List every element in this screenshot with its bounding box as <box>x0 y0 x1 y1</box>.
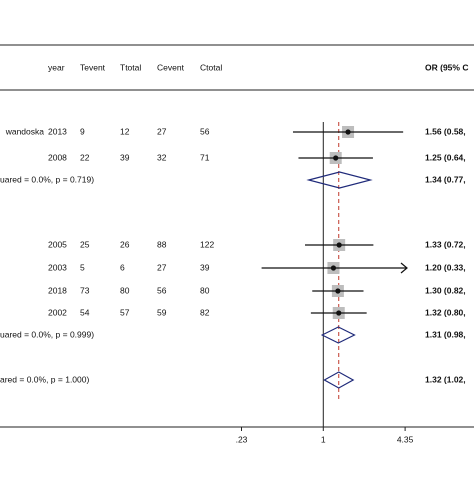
heterogeneity-label: uared = 0.0%, p = 0.719) <box>0 174 94 184</box>
column-header: OR (95% C <box>425 62 468 72</box>
table-cell: 12 <box>120 126 130 136</box>
point-estimate <box>330 265 337 271</box>
or-label: 1.20 (0.33, <box>425 262 466 272</box>
table-cell: 122 <box>200 239 214 249</box>
table-cell: 2018 <box>48 285 67 295</box>
table-cell: 5 <box>80 262 85 272</box>
table-cell: 39 <box>120 152 130 162</box>
table-cell: 32 <box>157 152 167 162</box>
table-cell: 82 <box>200 307 210 317</box>
heterogeneity-label: ared = 0.0%, p = 1.000) <box>0 374 89 384</box>
table-cell: 25 <box>80 239 90 249</box>
table-cell: 80 <box>120 285 130 295</box>
summary-diamond <box>306 171 373 189</box>
x-tick-label: 1 <box>321 434 326 444</box>
table-cell: 88 <box>157 239 167 249</box>
point-estimate <box>336 310 342 316</box>
study-name: wandoska <box>5 126 45 136</box>
table-cell: 27 <box>157 126 167 136</box>
point-estimate <box>336 242 342 248</box>
table-cell: 2003 <box>48 262 67 272</box>
or-label: 1.56 (0.58, <box>425 126 466 136</box>
point-estimate <box>345 129 351 135</box>
table-cell: 6 <box>120 262 125 272</box>
table-cell: 56 <box>200 126 210 136</box>
column-header: Tevent <box>80 62 106 72</box>
or-label: 1.32 (0.80, <box>425 307 466 317</box>
column-header: Ctotal <box>200 62 222 72</box>
table-cell: 27 <box>157 262 167 272</box>
table-cell: 56 <box>157 285 167 295</box>
heterogeneity-label: uared = 0.0%, p = 0.999) <box>0 329 94 339</box>
table-cell: 57 <box>120 307 130 317</box>
x-tick-label: .23 <box>236 434 248 444</box>
column-header: Ttotal <box>120 62 141 72</box>
table-cell: 59 <box>157 307 167 317</box>
table-cell: 9 <box>80 126 85 136</box>
or-label: 1.34 (0.77, <box>425 174 466 184</box>
table-cell: 54 <box>80 307 90 317</box>
summary-diamond <box>320 326 356 344</box>
or-label: 1.32 (1.02, <box>425 374 466 384</box>
column-header: year <box>48 62 65 72</box>
ci-arrow <box>400 262 408 274</box>
table-cell: 2008 <box>48 152 67 162</box>
column-header: Cevent <box>157 62 185 72</box>
table-cell: 80 <box>200 285 210 295</box>
summary-diamond <box>323 371 355 389</box>
or-label: 1.25 (0.64, <box>425 152 466 162</box>
or-label: 1.31 (0.98, <box>425 329 466 339</box>
x-tick-label: 4.35 <box>397 434 414 444</box>
point-estimate <box>333 155 339 161</box>
table-cell: 39 <box>200 262 210 272</box>
or-label: 1.33 (0.72, <box>425 239 466 249</box>
point-estimate <box>335 288 341 294</box>
table-cell: 26 <box>120 239 130 249</box>
table-cell: 71 <box>200 152 210 162</box>
table-cell: 2002 <box>48 307 67 317</box>
table-cell: 73 <box>80 285 90 295</box>
table-cell: 2005 <box>48 239 67 249</box>
table-cell: 2013 <box>48 126 67 136</box>
table-cell: 22 <box>80 152 90 162</box>
or-label: 1.30 (0.82, <box>425 285 466 295</box>
